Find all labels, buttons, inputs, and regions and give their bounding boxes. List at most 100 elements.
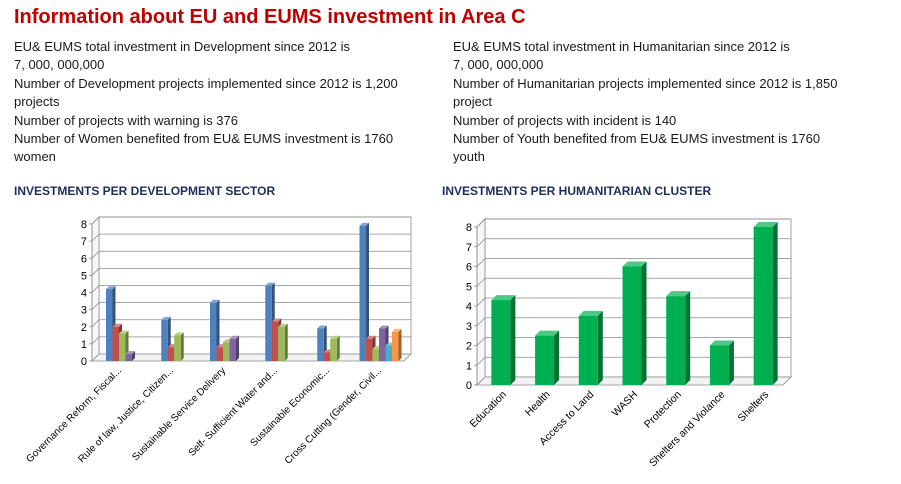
- gridline: [476, 238, 791, 248]
- bar-top: [174, 332, 184, 336]
- bar-top: [271, 318, 282, 322]
- bar: [366, 338, 373, 361]
- y-tick-label: 4: [466, 301, 472, 313]
- bar-side: [398, 328, 402, 361]
- info-line: Number of Women benefited from EU& EUMS …: [14, 131, 394, 147]
- bar-top: [119, 330, 129, 334]
- bar-side: [366, 222, 369, 361]
- bar: [359, 225, 366, 361]
- y-tick-label: 3: [81, 305, 87, 317]
- y-tick-label: 0: [81, 356, 87, 368]
- bar: [666, 296, 686, 385]
- y-tick-label: 8: [81, 219, 87, 231]
- bar-side: [728, 340, 734, 385]
- info-line: Number of Humanitarian projects implemen…: [453, 75, 838, 91]
- info-line: Number of Youth benefited from EU& EUMS …: [453, 131, 821, 147]
- gridline: [91, 250, 411, 259]
- bar-side: [772, 222, 778, 385]
- gridline: [91, 233, 411, 242]
- bar-side: [685, 291, 691, 385]
- y-tick-label: 6: [81, 253, 87, 265]
- bar: [174, 335, 181, 361]
- x-tick-label: Health: [523, 389, 553, 419]
- bar-side: [597, 310, 603, 385]
- bar: [491, 300, 511, 385]
- bar-side: [510, 295, 516, 385]
- info-line: Number of Development projects implement…: [14, 75, 398, 91]
- bar-top: [491, 295, 516, 301]
- info-line: EU& EUMS total investment in Humanitaria…: [453, 39, 790, 54]
- bar: [210, 302, 217, 361]
- bar-side: [284, 323, 288, 361]
- bar-side: [180, 332, 184, 361]
- gridline: [91, 302, 411, 310]
- info-line: Number of projects with warning is 376: [14, 112, 238, 128]
- bar: [578, 315, 598, 385]
- y-tick-label: 2: [81, 322, 87, 334]
- info-line: youth: [453, 149, 485, 165]
- bar-top: [161, 316, 171, 320]
- bar: [125, 354, 132, 361]
- bar: [385, 345, 392, 361]
- gridline: [91, 336, 411, 345]
- bar-top: [106, 286, 116, 290]
- bar: [317, 328, 324, 361]
- y-tick-label: 5: [81, 270, 87, 282]
- bar: [323, 352, 331, 361]
- x-tick-label: Education: [467, 389, 509, 431]
- bar: [271, 321, 279, 361]
- bar: [112, 326, 119, 361]
- x-tick-label: Shelters and Violance: [647, 389, 728, 470]
- bar-side: [554, 330, 560, 385]
- bar-side: [132, 351, 135, 361]
- gridline: [91, 319, 411, 328]
- bar: [265, 285, 272, 361]
- bar-top: [278, 323, 288, 327]
- bar: [167, 347, 175, 361]
- bar-top: [265, 282, 275, 286]
- bar: [535, 335, 555, 385]
- bar: [622, 266, 642, 385]
- y-tick-label: 0: [466, 380, 472, 392]
- info-line: women: [14, 149, 56, 165]
- bar-top: [359, 222, 369, 226]
- bar: [119, 333, 126, 361]
- gridline: [476, 277, 791, 287]
- info-line: 7, 000, 000,000: [14, 57, 105, 73]
- info-line: projects: [14, 94, 60, 110]
- bar-top: [112, 323, 122, 327]
- bar: [709, 345, 729, 385]
- bar-top: [330, 335, 340, 339]
- y-tick-label: 1: [466, 360, 472, 372]
- gridline: [91, 216, 411, 225]
- info-line: EU& EUMS total investment in Development…: [14, 39, 350, 54]
- bar-top: [317, 325, 327, 329]
- bar: [379, 328, 386, 361]
- y-tick-label: 7: [466, 242, 472, 254]
- bar-top: [622, 261, 647, 267]
- bar-top: [366, 335, 376, 339]
- y-tick-label: 3: [466, 321, 472, 333]
- x-tick-label: Rule of law, Justice, Citizen...: [76, 365, 176, 465]
- x-tick-label: Protection: [642, 389, 684, 431]
- gridline: [476, 218, 791, 228]
- x-tick-label: Self- Sufficient Water and...: [187, 365, 280, 458]
- bar-side: [236, 335, 239, 361]
- bar: [372, 349, 379, 361]
- info-line: project: [453, 94, 493, 110]
- bar: [229, 338, 236, 361]
- bar-top: [210, 299, 220, 303]
- bar-top: [392, 328, 402, 332]
- bar: [330, 338, 337, 361]
- bar-side: [336, 335, 340, 361]
- gridline: [476, 258, 791, 267]
- y-tick-label: 8: [466, 222, 472, 234]
- bar: [753, 227, 773, 385]
- gridline: [91, 267, 411, 276]
- bar-top: [666, 291, 691, 297]
- bar: [106, 289, 113, 361]
- bar-top: [709, 340, 734, 346]
- x-tick-label: WASH: [610, 389, 640, 419]
- bar: [392, 331, 399, 361]
